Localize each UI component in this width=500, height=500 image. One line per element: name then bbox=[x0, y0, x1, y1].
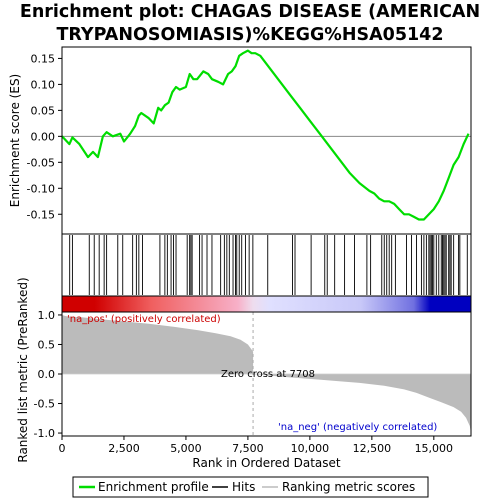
enrichment-profile-line bbox=[61, 49, 470, 221]
metric-ylabel: Ranked list metric (PreRanked) bbox=[16, 277, 30, 462]
chart-title-line-2: TRYPANOSOMIASIS)%KEGG%HSA05142 bbox=[56, 25, 444, 45]
es-ytick-label: -0.15 bbox=[27, 208, 55, 221]
legend-enrichment-label: Enrichment profile bbox=[98, 480, 209, 494]
neg-correlated-label: 'na_neg' (negatively correlated) bbox=[278, 422, 437, 433]
es-ytick-label: -0.10 bbox=[27, 182, 55, 195]
zero-cross-label: Zero cross at 7708 bbox=[221, 369, 315, 380]
es-ytick-label: 0.10 bbox=[31, 78, 56, 91]
xtick-label: 2,500 bbox=[108, 442, 140, 455]
es-ytick-label: -0.05 bbox=[27, 156, 55, 169]
legend-metric-label: Ranking metric scores bbox=[282, 480, 415, 494]
legend-box bbox=[72, 476, 429, 498]
es-ylabel: Enrichment score (ES) bbox=[8, 74, 22, 207]
legend-hits-label: Hits bbox=[232, 480, 255, 494]
xlabel: Rank in Ordered Dataset bbox=[192, 456, 340, 470]
metric-ytick-label: -1.0 bbox=[34, 427, 55, 440]
chart-title: Enrichment plot: CHAGAS DISEASE (AMERICA… bbox=[0, 0, 500, 47]
metric-ytick-label: 1.0 bbox=[38, 309, 56, 322]
chart-title-line-1: Enrichment plot: CHAGAS DISEASE (AMERICA… bbox=[19, 2, 481, 22]
xtick-label: 0 bbox=[59, 442, 66, 455]
xtick-label: 15,000 bbox=[415, 442, 454, 455]
pos-correlated-label: 'na_pos' (positively correlated) bbox=[67, 314, 221, 325]
es-ytick-label: 0.05 bbox=[31, 104, 56, 117]
es-ytick-label: 0.00 bbox=[31, 130, 56, 143]
metric-ytick-label: 0.5 bbox=[38, 338, 56, 351]
hits-panel-frame bbox=[61, 233, 472, 297]
heat-strip bbox=[62, 296, 471, 312]
metric-ytick-label: 0.0 bbox=[38, 368, 56, 381]
xtick-label: 7,500 bbox=[232, 442, 264, 455]
xtick-label: 5,000 bbox=[170, 442, 202, 455]
es-ytick-label: 0.15 bbox=[31, 52, 56, 65]
metric-ytick-label: -0.5 bbox=[34, 398, 55, 411]
xtick-label: 12,500 bbox=[353, 442, 392, 455]
xtick-label: 10,000 bbox=[291, 442, 330, 455]
